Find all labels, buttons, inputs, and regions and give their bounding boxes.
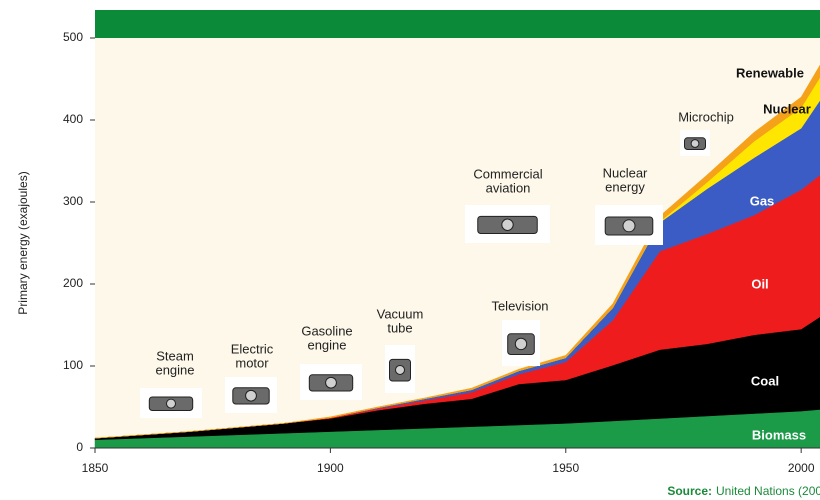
- annotation: Vacuum: [377, 306, 424, 321]
- annotation: Commercial: [473, 166, 542, 181]
- annotation: Nuclear: [603, 165, 648, 180]
- annotation: Steam: [156, 348, 194, 363]
- series-label: Biomass: [752, 427, 806, 442]
- icon-detail: [502, 219, 513, 230]
- icon-detail: [623, 220, 635, 232]
- x-tick-label: 1950: [552, 461, 579, 475]
- chart: Primary energy (exajoules) Source: Unite…: [0, 0, 820, 500]
- annotation: motor: [235, 355, 269, 370]
- y-tick-label: 400: [63, 112, 83, 126]
- icon-detail: [515, 338, 526, 349]
- series-label: Gas: [750, 193, 775, 208]
- x-tick-label: 2000: [788, 461, 815, 475]
- y-axis-label: Primary energy (exajoules): [16, 171, 30, 314]
- x-tick-label: 1900: [317, 461, 344, 475]
- source-text: United Nations (2009): [716, 484, 820, 498]
- annotation: Electric: [231, 341, 274, 356]
- x-tick-label: 1850: [82, 461, 109, 475]
- y-tick-label: 500: [63, 30, 83, 44]
- series-label: Oil: [751, 276, 768, 291]
- icon-detail: [326, 377, 337, 388]
- annotation: aviation: [486, 180, 531, 195]
- series-label: Nuclear: [763, 101, 811, 116]
- series-label: Coal: [751, 373, 779, 388]
- header-band: [95, 10, 820, 38]
- annotation: Microchip: [678, 109, 734, 124]
- series-label: Renewable: [736, 65, 804, 80]
- y-tick-label: 200: [63, 276, 83, 290]
- annotation: engine: [307, 337, 346, 352]
- icon-detail: [167, 399, 176, 408]
- y-tick-label: 300: [63, 194, 83, 208]
- y-tick-label: 0: [76, 440, 83, 454]
- annotation: Television: [491, 298, 548, 313]
- y-tick-label: 100: [63, 358, 83, 372]
- annotation: tube: [387, 320, 412, 335]
- icon-detail: [396, 365, 405, 374]
- icon-detail: [691, 140, 699, 148]
- annotation: Gasoline: [301, 323, 352, 338]
- icon-detail: [246, 390, 257, 401]
- source-label: Source:: [667, 484, 712, 498]
- annotation: energy: [605, 179, 645, 194]
- annotation: engine: [155, 362, 194, 377]
